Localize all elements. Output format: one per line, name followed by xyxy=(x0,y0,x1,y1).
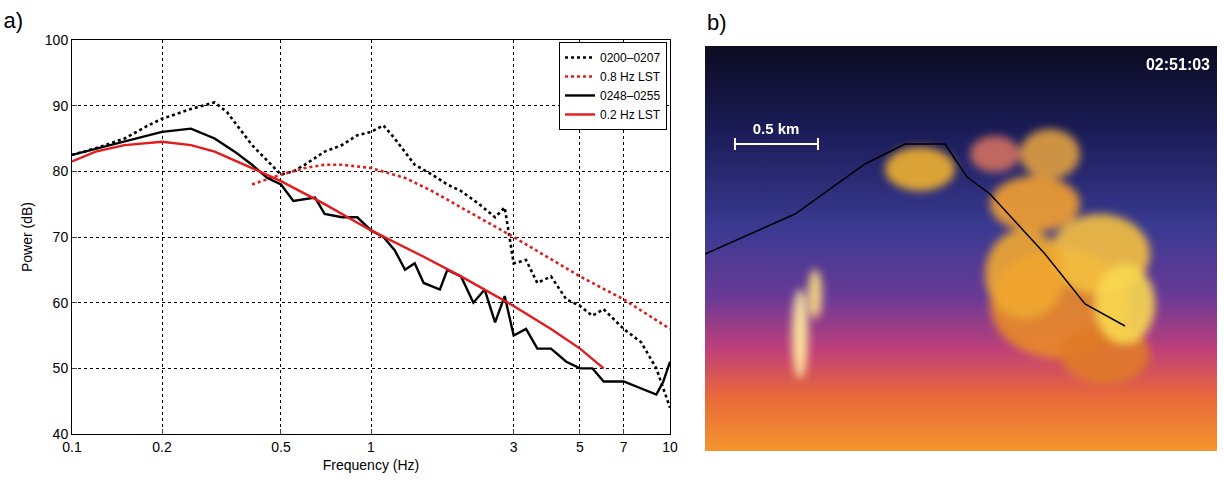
svg-text:1: 1 xyxy=(367,439,375,455)
svg-text:50: 50 xyxy=(53,360,69,376)
svg-text:100: 100 xyxy=(45,32,69,48)
svg-text:90: 90 xyxy=(53,98,69,114)
svg-text:Power (dB): Power (dB) xyxy=(19,202,35,272)
svg-text:a): a) xyxy=(3,8,23,33)
svg-text:10: 10 xyxy=(662,439,678,455)
svg-text:70: 70 xyxy=(53,229,69,245)
svg-text:0248–0255: 0248–0255 xyxy=(600,89,660,103)
svg-text:0.1: 0.1 xyxy=(62,439,82,455)
svg-text:5: 5 xyxy=(576,439,584,455)
svg-text:02:51:03: 02:51:03 xyxy=(1146,56,1210,73)
svg-text:0.2 Hz LST: 0.2 Hz LST xyxy=(600,108,661,122)
svg-text:40: 40 xyxy=(53,426,69,442)
svg-text:0.5 km: 0.5 km xyxy=(753,120,800,137)
svg-text:80: 80 xyxy=(53,163,69,179)
svg-text:b): b) xyxy=(707,10,727,35)
svg-text:3: 3 xyxy=(510,439,518,455)
svg-text:0.2: 0.2 xyxy=(152,439,172,455)
svg-text:60: 60 xyxy=(53,295,69,311)
svg-text:Frequency (Hz): Frequency (Hz) xyxy=(323,457,419,473)
svg-text:0.8 Hz LST: 0.8 Hz LST xyxy=(600,70,661,84)
svg-text:0200–0207: 0200–0207 xyxy=(600,51,660,65)
svg-text:7: 7 xyxy=(620,439,628,455)
svg-text:0.5: 0.5 xyxy=(271,439,291,455)
